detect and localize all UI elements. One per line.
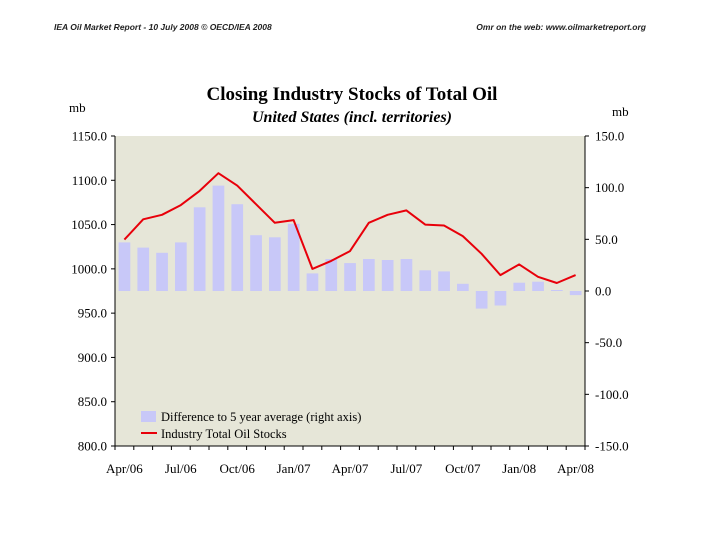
bar: [137, 247, 150, 291]
bar: [569, 291, 582, 296]
chart-title: Closing Industry Stocks of Total Oil: [207, 84, 498, 105]
left-tick-label: 800.0: [78, 439, 107, 454]
left-tick-label: 1150.0: [72, 129, 107, 144]
right-tick-label: -50.0: [595, 335, 622, 350]
x-tick-label: Jul/06: [165, 461, 197, 476]
bar: [494, 291, 507, 306]
x-tick-label: Jul/07: [391, 461, 423, 476]
bar: [193, 207, 206, 291]
bar: [532, 281, 544, 291]
bar: [250, 235, 262, 291]
bar: [287, 223, 300, 291]
left-tick-label: 1100.0: [72, 173, 107, 188]
bar: [175, 242, 187, 291]
right-tick-label: 50.0: [595, 232, 618, 247]
x-tick-label: Jan/07: [277, 461, 311, 476]
bar: [306, 273, 319, 291]
bar: [344, 263, 356, 291]
bar: [551, 290, 563, 291]
left-tick-label: 900.0: [78, 350, 107, 365]
left-tick-label: 850.0: [78, 394, 107, 409]
bar: [457, 283, 469, 291]
left-tick-label: 1050.0: [71, 217, 107, 232]
right-tick-label: -150.0: [595, 439, 629, 454]
bar: [513, 282, 526, 291]
right-axis-unit: mb: [612, 104, 629, 119]
right-tick-label: -100.0: [595, 387, 629, 402]
bar: [419, 270, 432, 291]
x-tick-label: Oct/07: [445, 461, 481, 476]
left-tick-label: 1000.0: [71, 261, 107, 276]
legend-line-label: Industry Total Oil Stocks: [161, 427, 287, 441]
bar: [118, 242, 131, 291]
left-tick-label: 950.0: [78, 306, 107, 321]
x-tick-label: Oct/06: [220, 461, 256, 476]
bar: [363, 259, 375, 291]
right-tick-label: 150.0: [595, 129, 624, 144]
bar: [231, 204, 244, 291]
chart-subtitle: United States (incl. territories): [252, 109, 452, 126]
right-tick-label: 0.0: [595, 284, 611, 299]
x-tick-label: Apr/07: [332, 461, 369, 476]
bar: [381, 260, 394, 291]
bar: [475, 291, 488, 309]
legend-bar-label: Difference to 5 year average (right axis…: [161, 410, 361, 424]
left-axis-unit: mb: [69, 100, 86, 115]
x-tick-label: Apr/06: [106, 461, 143, 476]
bar: [400, 259, 413, 291]
report-header-left: IEA Oil Market Report - 10 July 2008 © O…: [54, 22, 272, 32]
x-tick-label: Apr/08: [557, 461, 594, 476]
bar: [269, 237, 281, 291]
bar: [156, 252, 168, 291]
x-tick-label: Jan/08: [502, 461, 536, 476]
report-header-right: Omr on the web: www.oilmarketreport.org: [476, 22, 646, 32]
bar: [325, 259, 338, 291]
bar: [438, 271, 450, 291]
bar: [212, 185, 225, 291]
legend-bar-swatch: [141, 411, 156, 422]
right-tick-label: 100.0: [595, 180, 624, 195]
